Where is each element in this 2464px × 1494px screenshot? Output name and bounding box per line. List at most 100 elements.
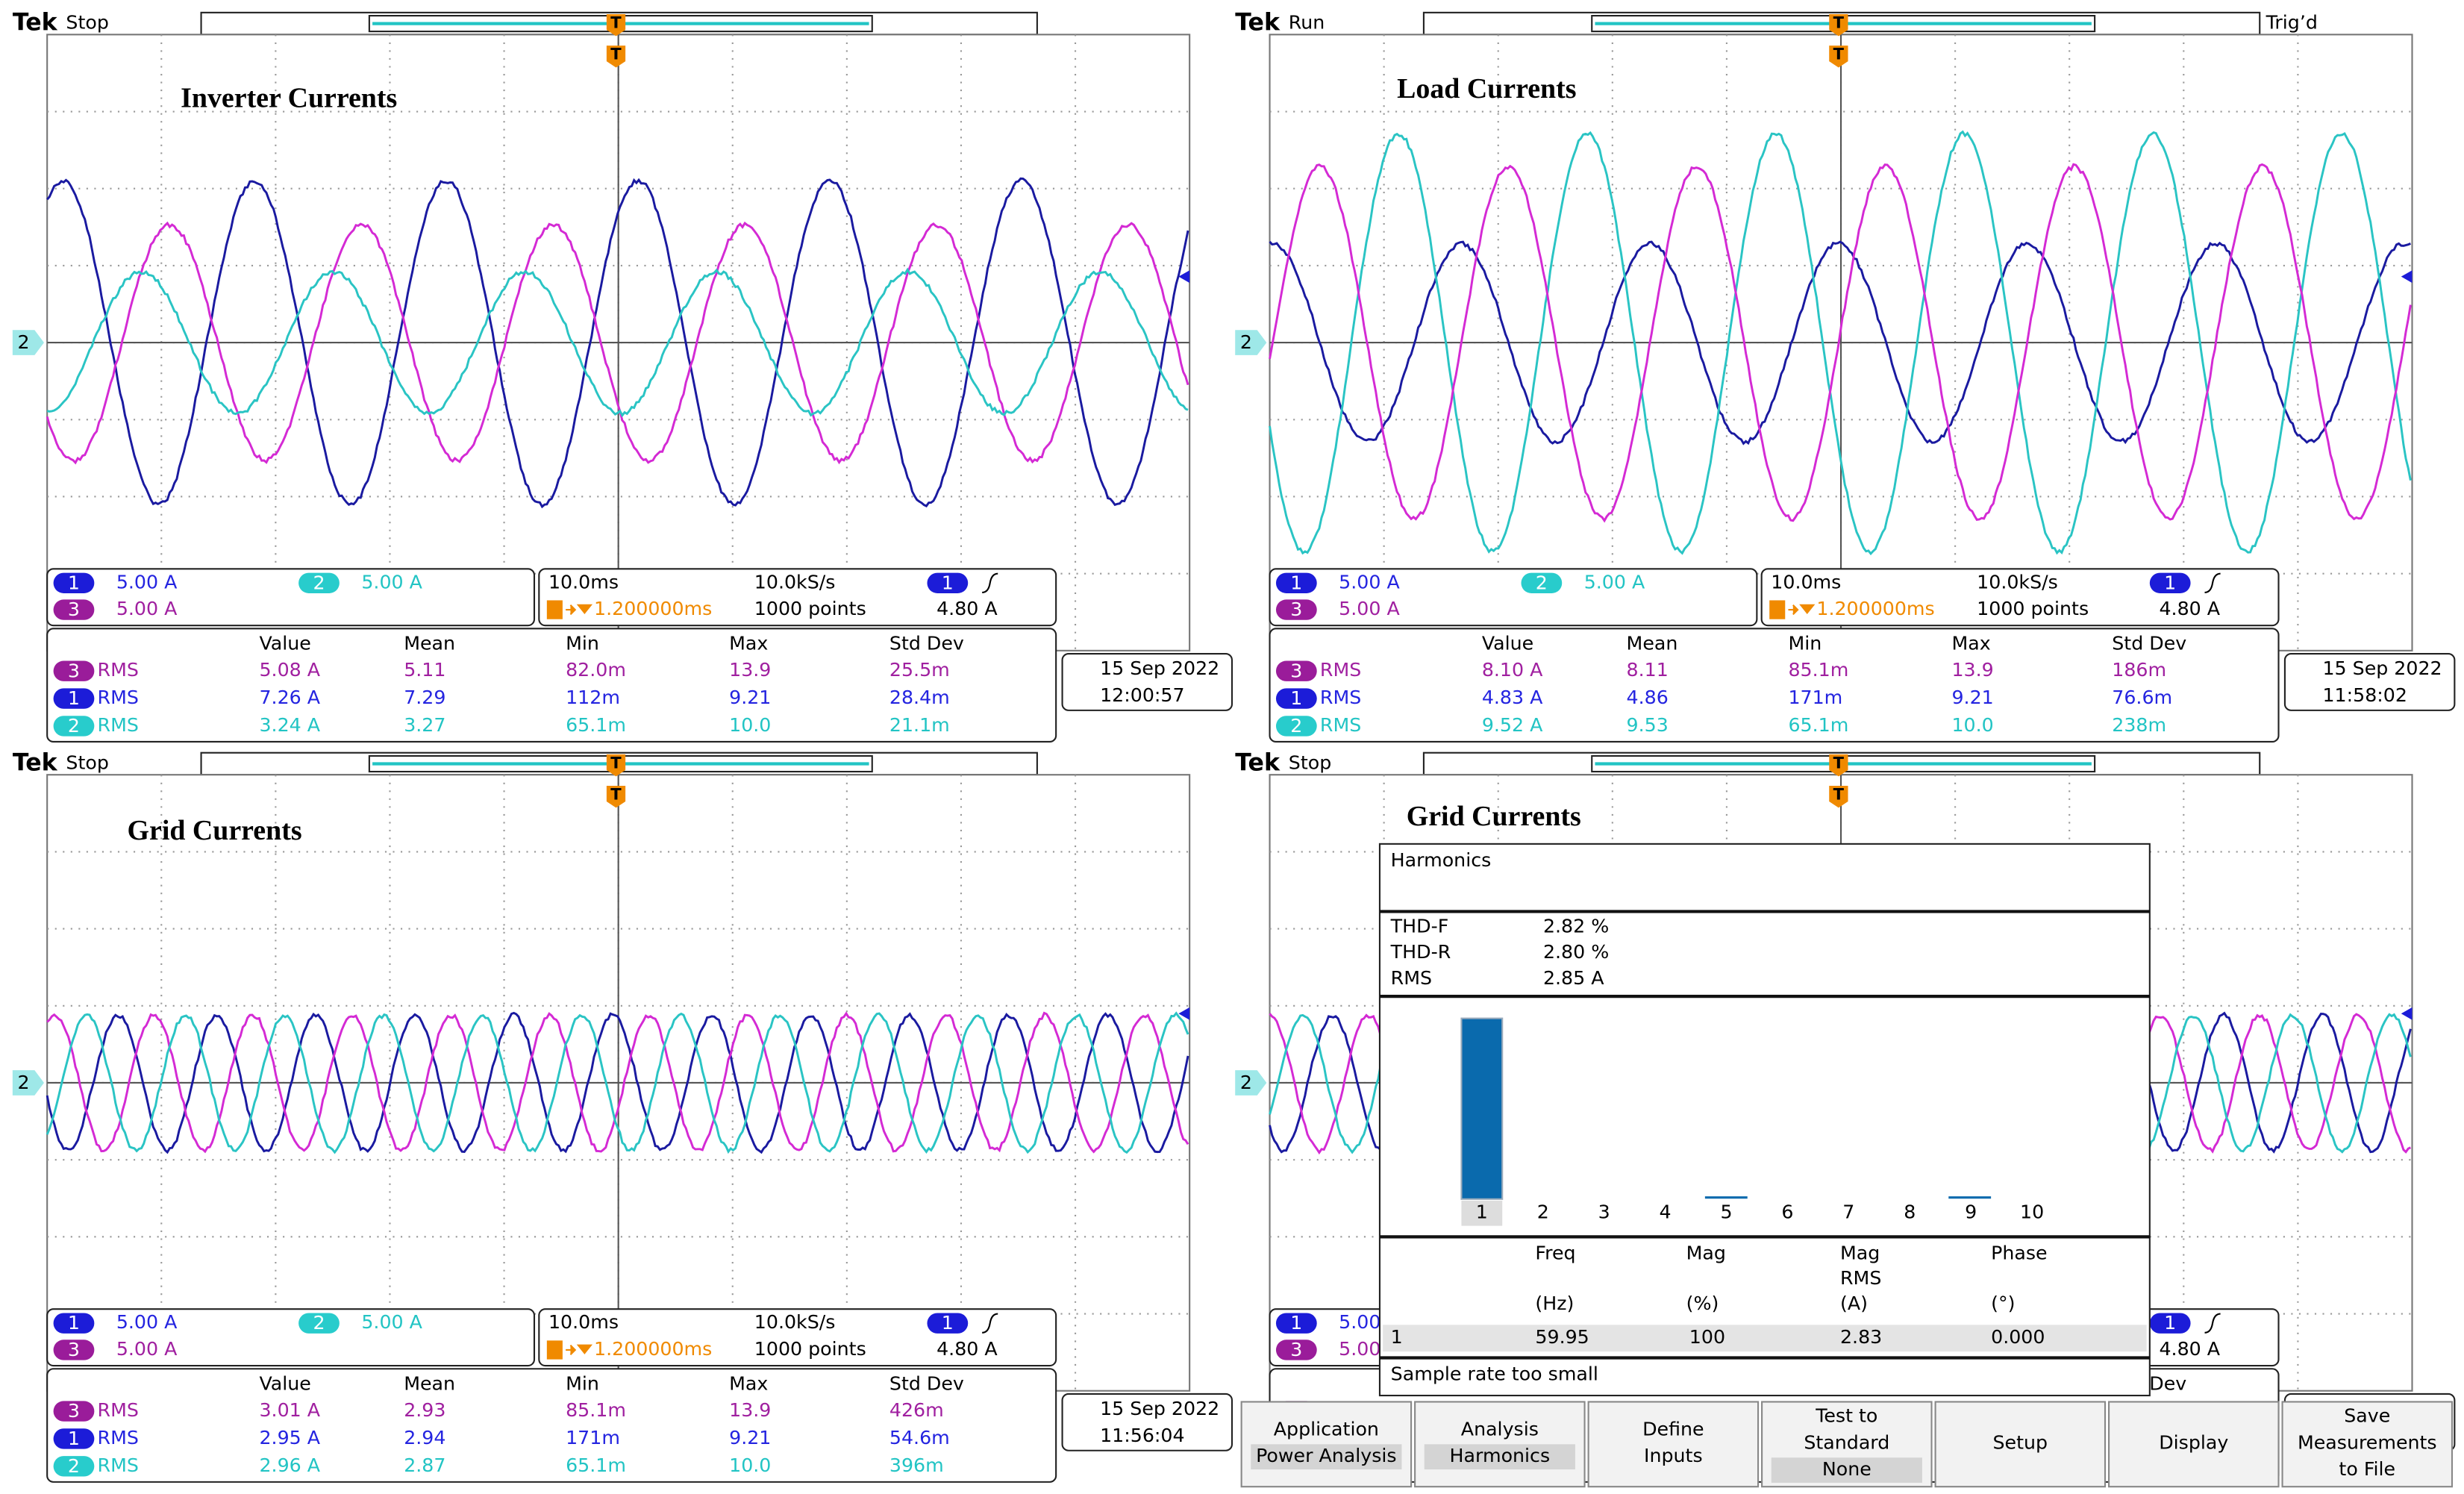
measurement-value: 25.5m [889,659,950,681]
channel-scale: 5.00 A [1339,598,1400,619]
measurement-header: Mean [404,632,455,654]
measurement-value: 82.0m [566,659,626,681]
waveform [46,1011,1189,1154]
channel-badge [1521,572,1563,593]
channel-badge [53,660,95,681]
measurement-value: 65.1m [566,714,626,736]
table-header: RMS [1840,1267,1881,1289]
trigger-marker-label: T [1833,753,1845,772]
channel-number: 1 [1290,1312,1302,1334]
measurement-header: Min [566,632,599,654]
table-header: Freq [1535,1243,1575,1264]
channel-badge [1275,1313,1317,1334]
waveform [1269,163,2412,523]
waveform [46,267,1189,418]
time: 11:58:02 [2322,684,2407,706]
trigger-marker [1829,46,1848,68]
table-row-bg [1383,1325,2147,1352]
harmonic-order: 4 [1660,1201,1672,1223]
info-box [2283,653,2456,711]
measurement-value: 85.1m [1788,659,1848,681]
level-marker [1178,1007,1190,1020]
menu-label: Test to [1815,1404,1877,1426]
channel-number: 2 [68,1455,80,1477]
trigger-delay: 1.200000ms [594,598,712,619]
brand: Tek [1235,749,1281,776]
menu-label: Application [1274,1418,1379,1440]
measurement-value: 426m [889,1399,944,1421]
measurement-value: 2.96 A [259,1454,320,1476]
sample-rate: 10.0kS/s [1977,571,2058,593]
measurement-value: 7.29 [404,687,445,708]
waveform [1269,130,2412,556]
channel-number: 1 [942,572,954,593]
time: 12:00:57 [1100,684,1184,706]
table-cell: 59.95 [1535,1326,1589,1348]
harmonic-order: 2 [1537,1201,1549,1223]
measurement-header: Max [729,632,768,654]
channel-badge [927,1313,969,1334]
channel-badge [927,572,969,593]
harmonic-order: 10 [2020,1201,2044,1223]
record-length: 1000 points [754,1338,866,1360]
menu-label: Standard [1804,1431,1889,1453]
trigger-marker [606,13,626,37]
record-length: 1000 points [754,598,866,619]
trigger-marker [1829,785,1848,808]
channel-badge [53,1340,95,1360]
measurement-header: Max [729,1372,768,1394]
measurement-value: 76.6m [2112,687,2172,708]
measurement-value: 2.94 [404,1427,445,1448]
channel-badge [1275,716,1317,737]
channel-badge [2149,572,2191,593]
measurement-value: 9.21 [1951,687,1993,708]
harmonic-order: 6 [1781,1201,1793,1223]
measurement-value: 13.9 [729,1399,771,1421]
measurement-type: RMS [98,714,139,736]
channel-badge [1275,660,1317,681]
harmonic-bar [1460,1017,1504,1200]
ground-marker-label: 2 [18,331,30,353]
level-marker [2401,1007,2413,1020]
trigger-level: 4.80 A [2159,1338,2220,1360]
menu-value: Power Analysis [1256,1445,1397,1466]
info-box [538,1308,1057,1367]
menu-button[interactable] [1587,1401,1760,1488]
harmonic-order: 7 [1842,1201,1854,1223]
menu-button[interactable] [1934,1401,2107,1488]
trigger-slope [982,572,998,593]
channel-number: 2 [313,572,325,593]
summary-value: 2.80 % [1543,941,1609,963]
channel-number: 1 [68,1312,80,1334]
channel-badge [1275,599,1317,620]
measurement-value: 3.01 A [259,1399,320,1421]
menu-button[interactable] [2281,1401,2454,1488]
channel-scale: 5.00 A [116,1338,178,1360]
info-box [1061,653,1233,711]
summary-label: RMS [1391,967,1432,989]
menu-button[interactable] [2108,1401,2280,1488]
table-header: Mag [1686,1243,1726,1264]
measurement-value: 8.10 A [1482,659,1543,681]
trigger-slope [982,1313,998,1334]
trigger-slope [2204,572,2221,593]
plot-title: Grid Currents [1407,801,1581,832]
measurement-value: 112m [566,687,620,708]
run-status: Stop [1289,751,1331,773]
plot-title: Inverter Currents [181,82,397,113]
measurement-value: 396m [889,1454,944,1476]
measurement-header: Value [259,632,310,654]
ground-marker-label: 2 [1240,331,1252,353]
trigger-marker [606,46,626,68]
channel-badge [53,1401,95,1422]
measurement-value: 3.27 [404,714,445,736]
summary-value: 2.85 A [1543,967,1604,989]
channel-badge [53,1313,95,1334]
measurement-value: 21.1m [889,714,950,736]
channel-number: 3 [1290,1339,1302,1360]
channel-number: 1 [1290,687,1302,709]
menu-label: Measurements [2298,1431,2437,1453]
table-cell: 1 [1391,1326,1403,1348]
measurement-value: 186m [2112,659,2166,681]
